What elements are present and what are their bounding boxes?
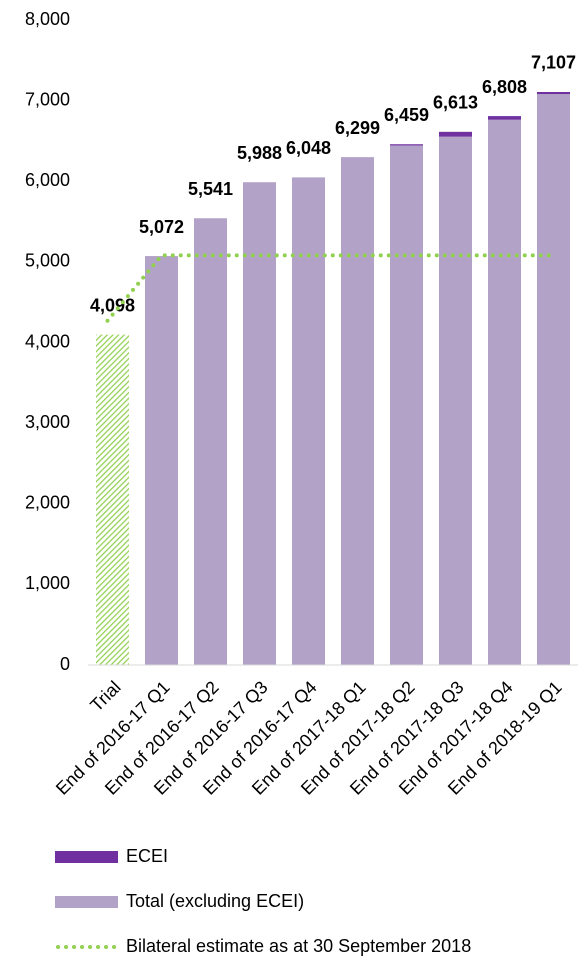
bar-segment bbox=[488, 116, 521, 120]
bar-segment bbox=[537, 94, 570, 666]
total-label: 5,072 bbox=[139, 217, 184, 237]
total-label: 6,048 bbox=[286, 138, 331, 158]
bar-segment bbox=[96, 334, 129, 665]
bar-segment bbox=[292, 177, 325, 665]
total-label: 5,541 bbox=[188, 179, 233, 199]
legend-label: ECEI bbox=[126, 846, 168, 866]
bar-segment bbox=[341, 157, 374, 665]
line bbox=[105, 253, 556, 323]
total-label: 5,988 bbox=[237, 143, 282, 163]
y-tick-label: 5,000 bbox=[25, 251, 70, 271]
legend-swatch bbox=[55, 896, 118, 908]
total-label: 6,613 bbox=[433, 93, 478, 113]
bar-segment bbox=[194, 218, 227, 665]
total-label: 4,098 bbox=[90, 295, 135, 315]
bar-segment bbox=[439, 136, 472, 665]
bar-segment bbox=[390, 144, 423, 146]
legend-swatch bbox=[55, 851, 118, 863]
y-tick-label: 2,000 bbox=[25, 493, 70, 513]
y-tick-label: 0 bbox=[60, 654, 70, 674]
bar-segment bbox=[390, 145, 423, 665]
y-tick-label: 4,000 bbox=[25, 331, 70, 351]
total-label: 6,459 bbox=[384, 105, 429, 125]
bar-segment bbox=[439, 131, 472, 137]
bar-segment bbox=[488, 119, 521, 665]
y-tick-label: 7,000 bbox=[25, 89, 70, 109]
x-tick-label: Trial bbox=[86, 677, 124, 715]
total-label: 7,107 bbox=[531, 53, 576, 73]
bar-segment bbox=[145, 256, 178, 665]
bar-segment bbox=[537, 91, 570, 95]
legend-label: Total (excluding ECEI) bbox=[126, 891, 304, 911]
total-label: 6,808 bbox=[482, 77, 527, 97]
y-tick-label: 3,000 bbox=[25, 412, 70, 432]
y-tick-label: 1,000 bbox=[25, 573, 70, 593]
bar-segment bbox=[243, 182, 276, 665]
total-label: 6,299 bbox=[335, 118, 380, 138]
y-tick-label: 6,000 bbox=[25, 170, 70, 190]
legend-label: Bilateral estimate as at 30 September 20… bbox=[126, 936, 471, 956]
y-tick-label: 8,000 bbox=[25, 9, 70, 29]
